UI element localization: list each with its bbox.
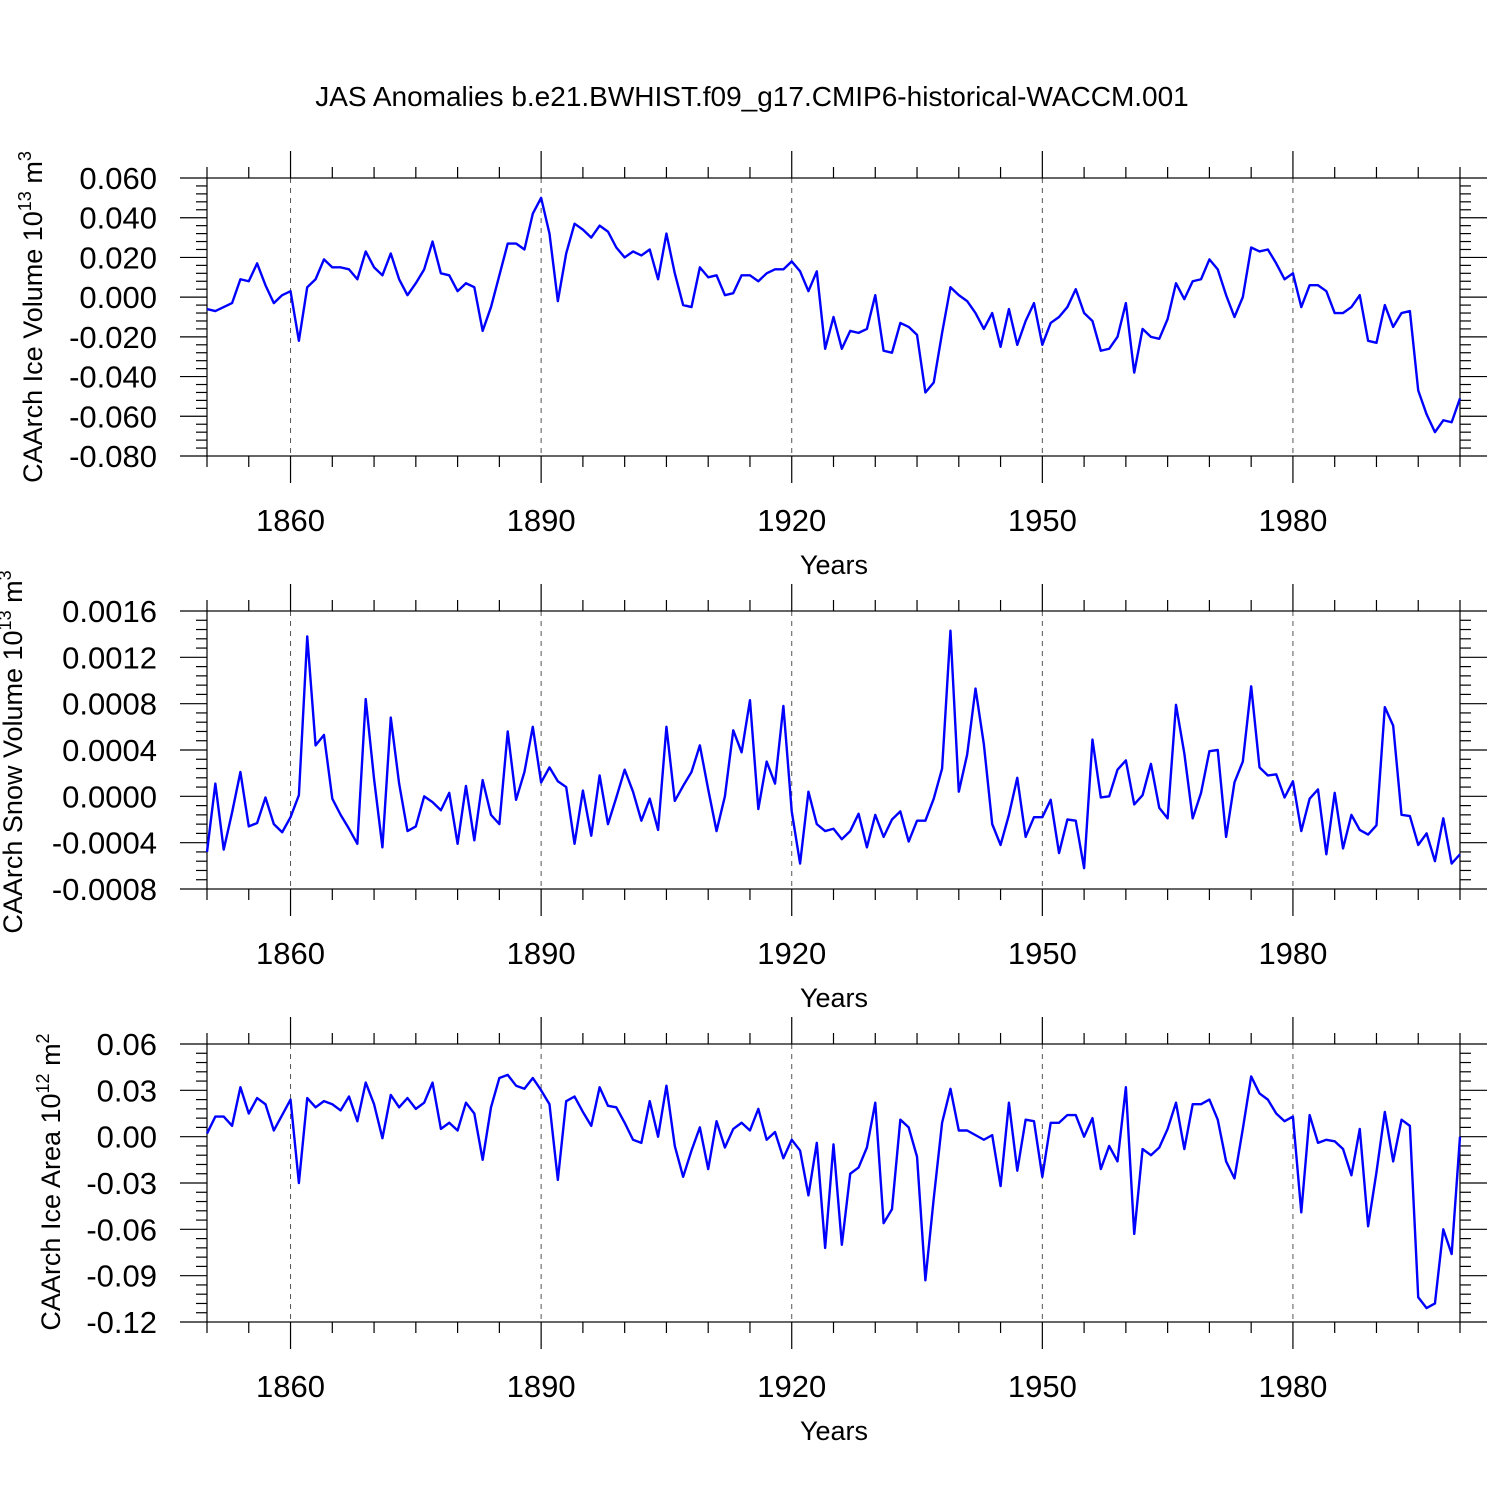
ice-volume-panel: 0.060 0.040 0.020 0.000 -0.020 -0.040 -0.060 -0… [15, 151, 1487, 580]
x-tick-label: 1860 [256, 936, 325, 971]
y-axis-label: CAArch Ice Volume 1013 m3 [15, 151, 48, 483]
plot-frame [206, 177, 1461, 457]
y-tick-label: 0.000 [79, 280, 157, 315]
x-tick-label: 1920 [757, 936, 826, 971]
y-tick-label: 0.00 [97, 1120, 157, 1155]
chart-title: JAS Anomalies b.e21.BWHIST.f09_g17.CMIP6… [315, 81, 1189, 112]
y-axis-label: CAArch Ice Area 1012 m2 [33, 1033, 66, 1330]
y-tick-label: -0.03 [86, 1166, 157, 1201]
x-tick-label: 1980 [1258, 503, 1327, 538]
y-tick-label: 0.0012 [62, 640, 157, 675]
ice-area-panel: 0.06 0.03 0.00 -0.03 -0.06 -0.09 -0.12 1860 1890… [33, 1017, 1487, 1446]
y-tick-label: 0.020 [79, 240, 157, 275]
plot-frame [206, 1043, 1461, 1323]
y-tick-label: 0.060 [79, 161, 157, 196]
x-tick-label: 1860 [256, 1369, 325, 1404]
ice-volume-series-line [206, 196, 1462, 434]
y-axis-label: CAArch Snow Volume 1013 m3 [0, 570, 28, 933]
y-tick-label: -0.040 [69, 360, 157, 395]
y-tick-label: -0.06 [86, 1212, 157, 1247]
y-tick-label: -0.080 [69, 439, 157, 474]
x-tick-label: 1980 [1258, 936, 1327, 971]
x-tick-label: 1950 [1008, 503, 1077, 538]
y-tick-label: -0.09 [86, 1259, 157, 1294]
y-tick-label: 0.0008 [62, 687, 157, 722]
y-tick-label: 0.0016 [62, 594, 157, 629]
y-tick-label: 0.0004 [62, 733, 157, 768]
x-tick-label: 1890 [507, 936, 576, 971]
x-tick-label: 1860 [256, 503, 325, 538]
y-tick-label: 0.040 [79, 201, 157, 236]
y-tick-label: -0.020 [69, 320, 157, 355]
snow-volume-panel: 0.0016 0.0012 0.0008 0.0004 0.0000 -0.0004 -0.… [0, 570, 1487, 1013]
x-tick-label: 1920 [757, 1369, 826, 1404]
x-tick-label: 1890 [507, 1369, 576, 1404]
snow-volume-series-line [205, 629, 1461, 870]
y-tick-label: 0.03 [97, 1073, 157, 1108]
y-tick-label: -0.0008 [52, 872, 157, 907]
x-tick-label: 1890 [507, 503, 576, 538]
x-axis-label: Years [800, 550, 868, 580]
y-tick-label: 0.0000 [62, 779, 157, 814]
x-tick-label: 1980 [1258, 1369, 1327, 1404]
x-tick-label: 1950 [1008, 936, 1077, 971]
y-tick-label: -0.060 [69, 399, 157, 434]
x-axis-label: Years [800, 1416, 868, 1446]
y-tick-label: -0.12 [86, 1305, 157, 1340]
y-tick-label: -0.0004 [52, 826, 157, 861]
ice-area-series-line [205, 1073, 1462, 1310]
x-tick-label: 1950 [1008, 1369, 1077, 1404]
plot-frame [206, 610, 1461, 890]
y-tick-label: 0.06 [97, 1027, 157, 1062]
x-axis-label: Years [800, 983, 868, 1013]
x-tick-label: 1920 [757, 503, 826, 538]
